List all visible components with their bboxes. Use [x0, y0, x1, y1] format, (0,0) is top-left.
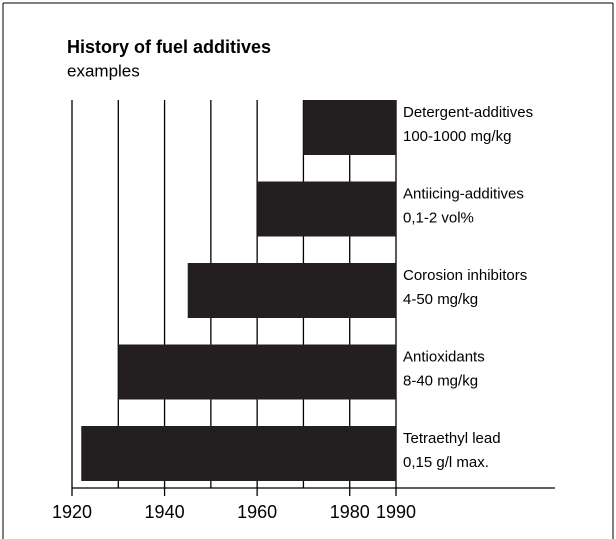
x-tick-label: 1940 [145, 502, 185, 522]
chart-title: History of fuel additives [67, 37, 271, 57]
dosage-label: 4-50 mg/kg [403, 291, 478, 308]
bar-label: Tetraethyl lead [403, 430, 501, 447]
bar-label: Corosion inhibitors [403, 267, 527, 284]
x-tick-label: 1920 [52, 502, 92, 522]
bar [187, 263, 396, 318]
bar-label: Detergent-additives [403, 104, 533, 121]
dosage-label: 0,15 g/l max. [403, 454, 489, 471]
bar-label: Antioxidants [403, 348, 485, 365]
bar [257, 181, 396, 237]
chart-subtitle: examples [67, 61, 140, 80]
x-tick-label: 1980 [330, 502, 370, 522]
bar [81, 426, 396, 481]
bar [118, 344, 397, 400]
dosage-label: 8-40 mg/kg [403, 372, 478, 389]
dosage-label: 0,1-2 vol% [403, 209, 474, 226]
dosage-label: 100-1000 mg/kg [403, 128, 511, 145]
x-tick-label: 1960 [237, 502, 277, 522]
bar-label: Antiicing-additives [403, 185, 524, 202]
bar [303, 100, 396, 155]
x-tick-label: 1990 [376, 502, 416, 522]
